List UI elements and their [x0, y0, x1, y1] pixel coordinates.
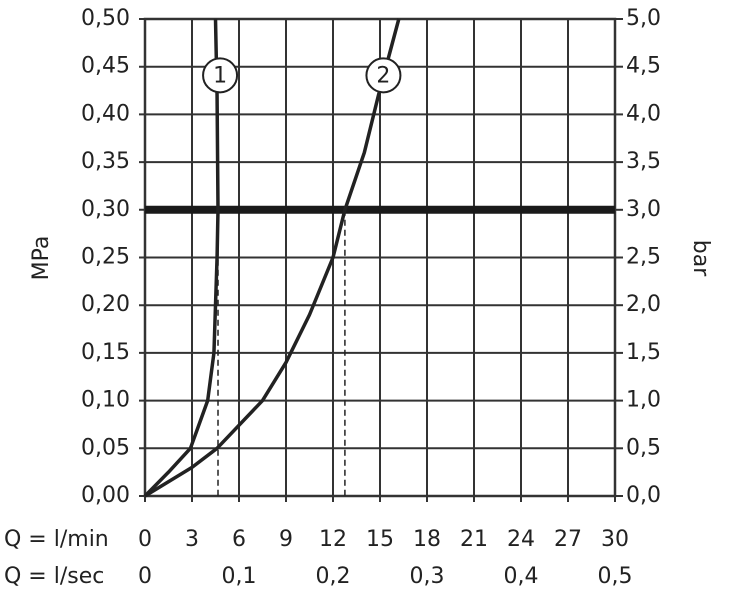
x-tick-label: 12: [319, 527, 347, 552]
y-axis-label: MPa: [29, 236, 54, 281]
x2-tick-label: 0: [138, 564, 152, 589]
x-tick-label: 18: [413, 527, 441, 552]
y-tick-label: 0,05: [81, 435, 130, 460]
y2-tick-label: 1,0: [626, 388, 661, 413]
x-tick-label: 15: [366, 527, 394, 552]
series-marker-circle: [365, 57, 402, 94]
series-label: 1: [213, 63, 227, 88]
y-tick-label: 0,00: [81, 483, 130, 508]
x-tick-label: 3: [185, 527, 199, 552]
y2-axis-label: bar: [688, 240, 713, 277]
y2-tick-label: 2,5: [626, 245, 661, 270]
x2-tick-label: 0,4: [504, 564, 539, 589]
x2-tick-label: 0,1: [222, 564, 257, 589]
x2-tick-label: 0,2: [316, 564, 351, 589]
series-line: [144, 18, 401, 498]
x-tick-label: 9: [279, 527, 293, 552]
y2-tick-label: 3,0: [626, 197, 661, 222]
x-tick-label: 21: [460, 527, 488, 552]
y-tick-label: 0,10: [81, 388, 130, 413]
y-tick-label: 0,20: [81, 292, 130, 317]
y2-tick-label: 4,5: [626, 54, 661, 79]
series-line: [143, 18, 220, 498]
y-tick-label: 0,25: [81, 245, 130, 270]
y2-tick-label: 1,5: [626, 340, 661, 365]
y2-tick-label: 5,0: [626, 6, 661, 31]
x2-axis-label: Q = l/sec: [4, 564, 104, 589]
y2-tick-label: 2,0: [626, 292, 661, 317]
y2-tick-label: 3,5: [626, 149, 661, 174]
series-label: 2: [376, 63, 390, 88]
y-tick-label: 0,50: [81, 6, 130, 31]
y-tick-label: 0,15: [81, 340, 130, 365]
x2-tick-label: 0,3: [410, 564, 445, 589]
x2-tick-label: 0,5: [598, 564, 633, 589]
x-tick-label: 27: [554, 527, 582, 552]
x-tick-label: 30: [601, 527, 629, 552]
x-tick-label: 6: [232, 527, 246, 552]
series-marker-circle: [202, 57, 239, 94]
x-axis-label: Q = l/min: [4, 527, 109, 552]
y-tick-label: 0,30: [81, 197, 130, 222]
x-tick-label: 0: [138, 527, 152, 552]
y-tick-label: 0,40: [81, 101, 130, 126]
y-tick-label: 0,35: [81, 149, 130, 174]
y2-tick-label: 4,0: [626, 101, 661, 126]
x-tick-label: 24: [507, 527, 535, 552]
y2-tick-label: 0,0: [626, 483, 661, 508]
plot-frame: [143, 17, 617, 498]
y2-tick-label: 0,5: [626, 435, 661, 460]
y-tick-label: 0,45: [81, 54, 130, 79]
